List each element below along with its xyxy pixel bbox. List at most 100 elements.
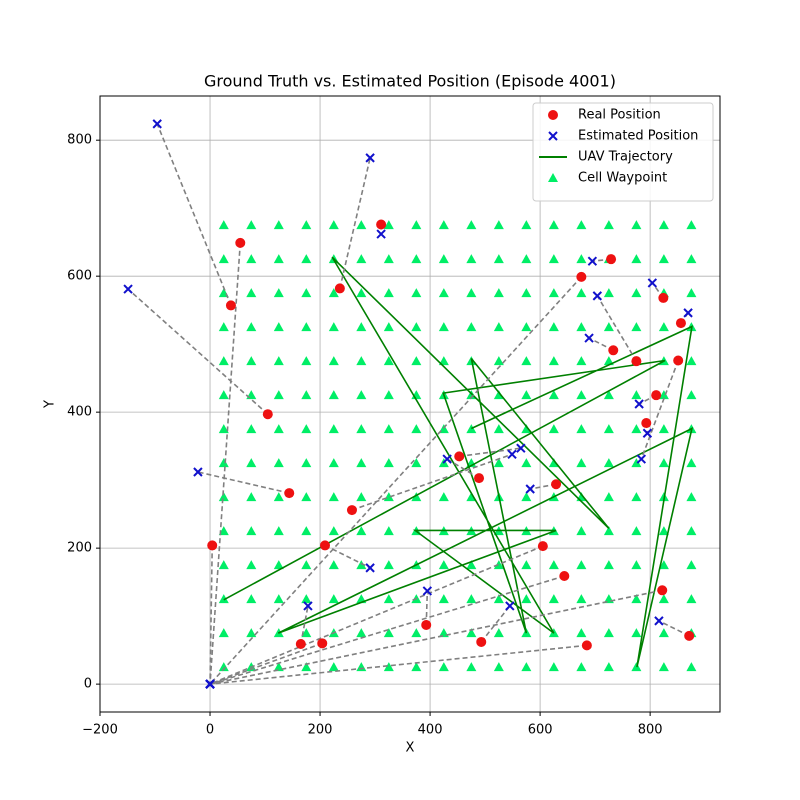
- waypoint: [466, 322, 477, 332]
- waypoint: [356, 288, 367, 298]
- waypoint: [466, 254, 477, 264]
- waypoint: [493, 288, 504, 298]
- x-tick-label: 0: [206, 723, 214, 738]
- waypoint: [658, 254, 669, 264]
- waypoint: [273, 458, 284, 468]
- point: [673, 355, 684, 366]
- x-marker: [422, 586, 433, 596]
- waypoint: [576, 254, 587, 264]
- waypoint: [301, 390, 312, 400]
- point: [516, 443, 526, 453]
- x-marker: [654, 616, 664, 626]
- point: [474, 473, 485, 484]
- x-marker: [365, 153, 375, 163]
- waypoint: [411, 492, 422, 502]
- waypoint: [273, 390, 284, 400]
- waypoint: [631, 288, 642, 298]
- waypoint: [548, 356, 559, 366]
- waypoint: [246, 390, 257, 400]
- waypoint: [631, 220, 642, 230]
- waypoint: [548, 594, 559, 604]
- waypoint: [301, 628, 312, 638]
- waypoint: [686, 390, 697, 400]
- waypoint: [246, 526, 257, 536]
- point: [584, 333, 594, 343]
- waypoint: [576, 662, 587, 672]
- point: [654, 616, 664, 626]
- waypoint: [438, 594, 449, 604]
- waypoint: [603, 526, 614, 536]
- legend-swatch: [548, 110, 558, 120]
- waypoint: [328, 424, 339, 434]
- waypoint: [686, 594, 697, 604]
- waypoint: [218, 628, 229, 638]
- waypoint: [328, 220, 339, 230]
- waypoint: [411, 424, 422, 434]
- waypoint: [411, 458, 422, 468]
- waypoint: [383, 458, 394, 468]
- waypoint: [301, 662, 312, 672]
- x-marker: [376, 229, 386, 239]
- error-line: [209, 644, 587, 685]
- point: [365, 563, 375, 573]
- waypoint: [218, 662, 229, 672]
- waypoint: [383, 390, 394, 400]
- point: [303, 601, 313, 611]
- waypoint: [466, 594, 477, 604]
- x-marker: [587, 256, 598, 266]
- waypoint: [246, 492, 257, 502]
- point: [606, 254, 617, 265]
- waypoint: [356, 424, 367, 434]
- waypoint: [658, 424, 669, 434]
- waypoint: [438, 356, 449, 366]
- point: [152, 119, 162, 129]
- waypoint: [493, 628, 504, 638]
- x-marker: [647, 278, 658, 288]
- waypoint: [411, 628, 422, 638]
- point: [193, 467, 203, 477]
- error-line: [209, 575, 565, 685]
- point: [576, 271, 587, 282]
- waypoint: [686, 492, 697, 502]
- waypoint: [521, 458, 532, 468]
- waypoint: [246, 220, 257, 230]
- error-line: [209, 545, 544, 685]
- waypoint: [603, 390, 614, 400]
- waypoint: [521, 390, 532, 400]
- waypoint: [383, 288, 394, 298]
- waypoint: [356, 560, 367, 570]
- waypoint: [576, 526, 587, 536]
- waypoint: [218, 322, 229, 332]
- waypoint: [521, 560, 532, 570]
- point: [642, 428, 653, 438]
- x-tick-label: 600: [528, 723, 553, 738]
- point: [205, 679, 215, 689]
- waypoint: [301, 424, 312, 434]
- waypoint: [686, 560, 697, 570]
- waypoint: [493, 662, 504, 672]
- waypoint: [521, 594, 532, 604]
- waypoint: [576, 560, 587, 570]
- waypoint: [273, 322, 284, 332]
- error-line: [209, 545, 214, 685]
- point: [684, 630, 695, 641]
- waypoint: [411, 288, 422, 298]
- point: [651, 390, 662, 401]
- waypoint: [493, 560, 504, 570]
- point: [262, 409, 273, 420]
- waypoint: [658, 560, 669, 570]
- waypoint: [493, 424, 504, 434]
- waypoint: [383, 356, 394, 366]
- waypoint: [273, 560, 284, 570]
- x-marker: [205, 679, 215, 689]
- waypoint: [521, 662, 532, 672]
- waypoint: [301, 288, 312, 298]
- waypoint: [383, 322, 394, 332]
- waypoint: [576, 322, 587, 332]
- waypoint: [356, 322, 367, 332]
- waypoint: [273, 356, 284, 366]
- waypoint: [301, 322, 312, 332]
- waypoint: [328, 322, 339, 332]
- point: [334, 283, 345, 294]
